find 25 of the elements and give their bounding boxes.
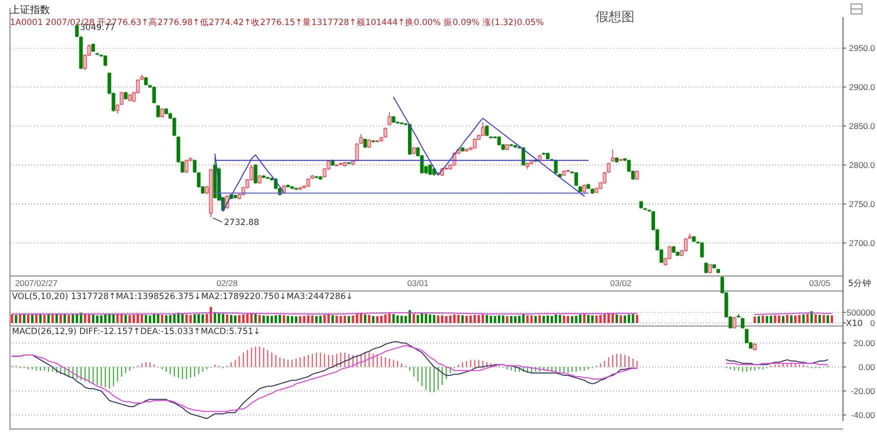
annotation: VOL(5,10,20) 1317728↑MA1:1398526.375↓MA2:1789220.750↓MA3:2447286↓ (12, 292, 353, 302)
chart-title: 假想图 (596, 10, 634, 25)
x-tick-label: 02/28 (216, 278, 238, 288)
y-tick-label: 0.00 (858, 362, 876, 372)
y-tick-label: -20.00 (850, 386, 876, 396)
annotation: 2732.88 (224, 218, 260, 228)
annotation: 3049.77 (80, 23, 116, 33)
y-tick-label: 2850.0 (849, 121, 876, 132)
y-tick-label: 20.00 (854, 338, 876, 348)
annotation: MACD(26,12,9) DIFF:-12.157↑DEA:-15.033↑MACD:5.751↓ (12, 327, 260, 337)
y-tick-label: 2800.0 (849, 160, 876, 170)
chart-subtitle: 上证指数 (10, 4, 50, 16)
x-tick-label: 03/02 (610, 278, 632, 288)
text: X10 (846, 319, 863, 329)
y-tick-label: 500000 (846, 307, 876, 318)
x-tick-label: 2007/02/27 (15, 278, 58, 288)
y-tick-label: 2950.0 (849, 43, 876, 54)
x-tick-label: 03/01 (407, 278, 429, 288)
y-tick-label: 0 (870, 318, 876, 328)
text: 5分钟 (848, 278, 872, 289)
y-tick-label: 2900.0 (849, 82, 876, 92)
y-tick-label: 2750.0 (849, 198, 876, 209)
y-tick-label: 2700.0 (849, 238, 876, 248)
y-tick-label: -40.00 (850, 410, 876, 420)
x-tick-label: 03/05 (809, 278, 831, 288)
